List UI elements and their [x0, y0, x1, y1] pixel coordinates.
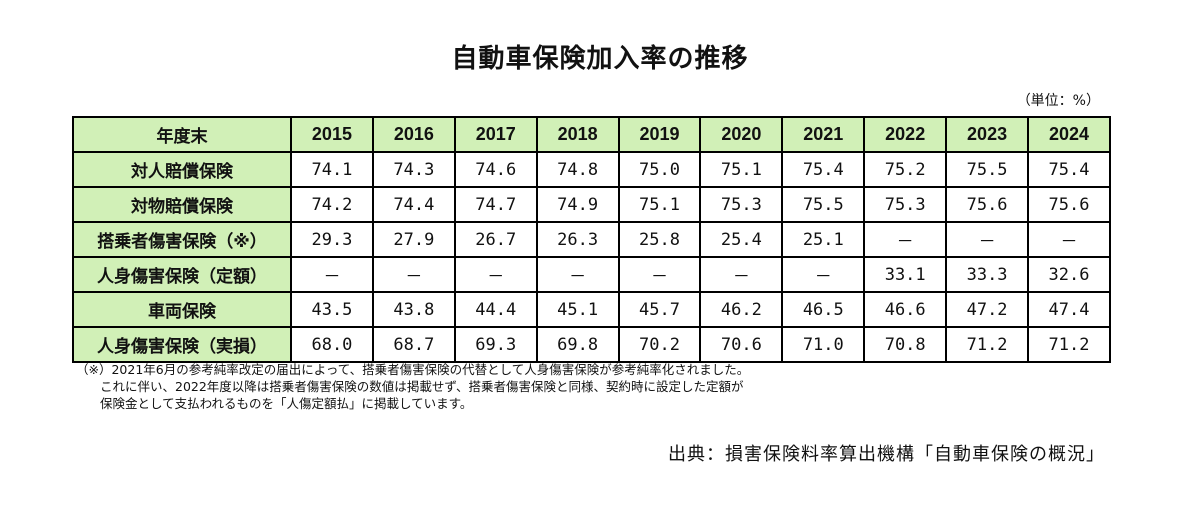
table-cell: 45.7: [617, 291, 702, 328]
table-cell: 32.6: [1027, 256, 1111, 293]
table-cell: 75.2: [863, 151, 948, 188]
table-cell: 74.9: [535, 186, 620, 223]
table-row: 搭乗者傷害保険（※） 29.3 27.9 26.7 26.3 25.8 25.4…: [72, 221, 1111, 258]
table-cell: 71.0: [781, 326, 866, 363]
row-label: 車両保険: [72, 291, 292, 328]
table-row: 対人賠償保険 74.1 74.3 74.6 74.8 75.0 75.1 75.…: [72, 151, 1111, 188]
table-cell: 74.1: [290, 151, 374, 188]
row-label: 人身傷害保険（実損）: [72, 326, 292, 363]
row-label: 人身傷害保険（定額）: [72, 256, 292, 293]
table-cell: 33.1: [863, 256, 948, 293]
source-citation: 出典：損害保険料率算出機構「自動車保険の概況」: [668, 444, 1105, 465]
table-cell: 75.0: [617, 151, 702, 188]
unit-label: （単位：%）: [1016, 93, 1100, 109]
table-cell: 74.4: [371, 186, 456, 223]
table-cell: －: [290, 256, 374, 293]
table-cell: 43.5: [290, 291, 374, 328]
year-header: 2017: [453, 116, 538, 153]
row-label: 対人賠償保険: [72, 151, 292, 188]
year-header: 2016: [371, 116, 456, 153]
table-header-row: 年度末 2015 2016 2017 2018 2019 2020 2021 2…: [72, 116, 1111, 153]
table-cell: 47.4: [1027, 291, 1111, 328]
table-cell: 33.3: [945, 256, 1030, 293]
row-label: 搭乗者傷害保険（※）: [72, 221, 292, 258]
table-cell: －: [781, 256, 866, 293]
table-row: 人身傷害保険（実損） 68.0 68.7 69.3 69.8 70.2 70.6…: [72, 326, 1111, 363]
row-label: 対物賠償保険: [72, 186, 292, 223]
table-cell: 75.3: [863, 186, 948, 223]
year-header: 2021: [781, 116, 866, 153]
table-cell: 70.2: [617, 326, 702, 363]
table-row: 対物賠償保険 74.2 74.4 74.7 74.9 75.1 75.3 75.…: [72, 186, 1111, 223]
table-cell: 75.1: [699, 151, 784, 188]
table-cell: 75.5: [781, 186, 866, 223]
table-cell: 26.3: [535, 221, 620, 258]
table-cell: 75.4: [1027, 151, 1111, 188]
table-cell: 74.6: [453, 151, 538, 188]
table-cell: 45.1: [535, 291, 620, 328]
year-header: 2022: [863, 116, 948, 153]
table-cell: 71.2: [945, 326, 1030, 363]
table-cell: 25.1: [781, 221, 866, 258]
table-cell: －: [863, 221, 948, 258]
header-label: 年度末: [72, 116, 292, 153]
year-header: 2019: [617, 116, 702, 153]
table-cell: 75.6: [945, 186, 1030, 223]
table-cell: 25.8: [617, 221, 702, 258]
footnotes: （※）2021年6月の参考純率改定の届出によって、搭乗者傷害保険の代替として人身…: [76, 361, 749, 412]
table-cell: 75.4: [781, 151, 866, 188]
table-cell: 69.3: [453, 326, 538, 363]
table-cell: 75.1: [617, 186, 702, 223]
table-cell: －: [1027, 221, 1111, 258]
year-header: 2020: [699, 116, 784, 153]
table-cell: 68.0: [290, 326, 374, 363]
insurance-rate-table: 年度末 2015 2016 2017 2018 2019 2020 2021 2…: [72, 116, 1111, 363]
table-cell: －: [453, 256, 538, 293]
table-cell: 46.5: [781, 291, 866, 328]
table-cell: 25.4: [699, 221, 784, 258]
year-header: 2018: [535, 116, 620, 153]
footnote-line: これに伴い、2022年度以降は搭乗者傷害保険の数値は掲載せず、搭乗者傷害保険と同…: [100, 379, 744, 394]
table-cell: 74.2: [290, 186, 374, 223]
table-cell: 71.2: [1027, 326, 1111, 363]
table-cell: 46.6: [863, 291, 948, 328]
page-title: 自動車保険加入率の推移: [451, 44, 749, 74]
table-cell: 69.8: [535, 326, 620, 363]
year-header: 2024: [1027, 116, 1111, 153]
table-cell: －: [371, 256, 456, 293]
table-cell: －: [945, 221, 1030, 258]
table-cell: 47.2: [945, 291, 1030, 328]
table-row: 車両保険 43.5 43.8 44.4 45.1 45.7 46.2 46.5 …: [72, 291, 1111, 328]
table-cell: 68.7: [371, 326, 456, 363]
footnote-line: （※）2021年6月の参考純率改定の届出によって、搭乗者傷害保険の代替として人身…: [76, 362, 750, 377]
table-cell: －: [617, 256, 702, 293]
table-cell: －: [535, 256, 620, 293]
table-cell: 70.8: [863, 326, 948, 363]
year-header: 2015: [290, 116, 374, 153]
table-cell: 74.3: [371, 151, 456, 188]
table-cell: 27.9: [371, 221, 456, 258]
table-cell: 75.3: [699, 186, 784, 223]
table-cell: 70.6: [699, 326, 784, 363]
table-cell: 29.3: [290, 221, 374, 258]
table-row: 人身傷害保険（定額） － － － － － － － 33.1 33.3 32.6: [72, 256, 1111, 293]
table-cell: 75.6: [1027, 186, 1111, 223]
table-cell: －: [699, 256, 784, 293]
table-cell: 74.7: [453, 186, 538, 223]
table-cell: 74.8: [535, 151, 620, 188]
table-cell: 46.2: [699, 291, 784, 328]
table-cell: 44.4: [453, 291, 538, 328]
table-cell: 26.7: [453, 221, 538, 258]
year-header: 2023: [945, 116, 1030, 153]
footnote-line: 保険金として支払われるものを「人傷定額払」に掲載しています。: [100, 396, 473, 411]
table-cell: 75.5: [945, 151, 1030, 188]
table-cell: 43.8: [371, 291, 456, 328]
